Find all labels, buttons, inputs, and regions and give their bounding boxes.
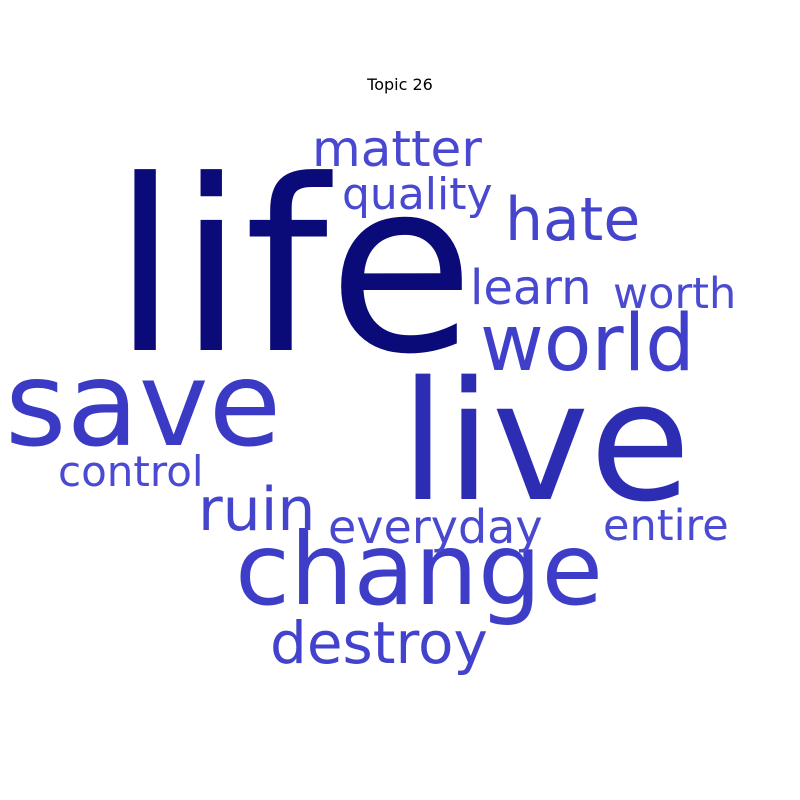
word-change: change	[235, 511, 604, 628]
word-hate: hate	[505, 185, 641, 255]
word-everyday: everyday	[328, 500, 543, 554]
word-live: live	[400, 346, 691, 538]
word-quality: quality	[342, 169, 493, 220]
word-matter: matter	[312, 120, 482, 178]
word-worth: worth	[613, 269, 737, 319]
word-save: save	[5, 335, 282, 473]
word-destroy: destroy	[270, 609, 488, 677]
chart-title: Topic 26	[367, 75, 433, 94]
word-ruin: ruin	[198, 475, 316, 545]
word-learn: learn	[470, 260, 592, 316]
word-control: control	[58, 447, 204, 496]
word-life: life	[112, 130, 475, 407]
word-world: world	[480, 299, 695, 389]
word-entire: entire	[603, 501, 729, 551]
